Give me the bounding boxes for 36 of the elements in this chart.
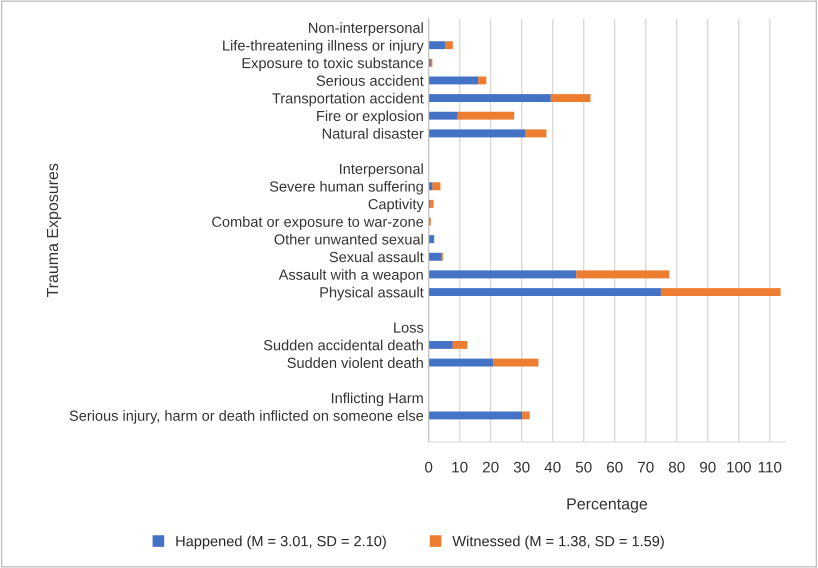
- y-tick-label: Non-interpersonal: [309, 22, 423, 36]
- y-tick-label: Other unwanted sexual: [274, 234, 423, 245]
- x-tick-label: 0: [424, 462, 432, 473]
- x-tick-label: 70: [638, 462, 654, 473]
- y-tick-label: Loss: [394, 322, 424, 333]
- x-tick-label: 10: [452, 462, 468, 473]
- x-tick-label: 80: [668, 462, 685, 473]
- y-tick-label: Exposure to toxic substance: [242, 58, 424, 72]
- x-tick-label: 40: [544, 462, 561, 473]
- y-tick-label: Assault with a weapon: [278, 269, 423, 283]
- legend-label: Witnessed (M = 1.38, SD = 1.59): [452, 536, 664, 550]
- y-tick-label: Severe human suffering: [270, 180, 423, 195]
- y-tick-label: Combat or exposure to war-zone: [212, 216, 424, 230]
- x-tick-label: 20: [482, 462, 499, 473]
- y-tick-label: Serious injury, harm or death inflicted on someone else: [70, 410, 424, 424]
- y-tick-label: Fire or explosion: [317, 110, 423, 124]
- x-axis-title: Percentage: [567, 498, 648, 513]
- x-tick-label: 50: [576, 462, 592, 473]
- x-tick-label: 90: [700, 462, 716, 473]
- x-tick-label: 100: [727, 462, 751, 473]
- x-tick-label: 60: [606, 462, 623, 473]
- y-tick-label: Sexual assault: [330, 251, 424, 262]
- y-tick-label: Interpersonal: [340, 163, 423, 177]
- y-axis-title: Trauma Exposures: [46, 164, 62, 298]
- y-tick-label: Natural disaster: [322, 128, 424, 139]
- y-tick-label: Inflicting Harm: [332, 392, 423, 406]
- x-tick-label: 110: [758, 462, 782, 473]
- y-tick-label: Physical assault: [320, 286, 424, 300]
- y-tick-label: Sudden violent death: [287, 357, 423, 368]
- y-tick-label: Life-threatening illness or injury: [223, 40, 424, 54]
- y-tick-label: Captivity: [368, 198, 424, 212]
- y-tick-label: Sudden accidental death: [264, 340, 423, 350]
- y-tick-label: Transportation accident: [272, 92, 424, 106]
- legend-label: Happened (M = 3.01, SD = 2.10): [176, 536, 386, 550]
- y-tick-label: Serious accident: [316, 75, 424, 86]
- x-tick-label: 30: [514, 462, 530, 473]
